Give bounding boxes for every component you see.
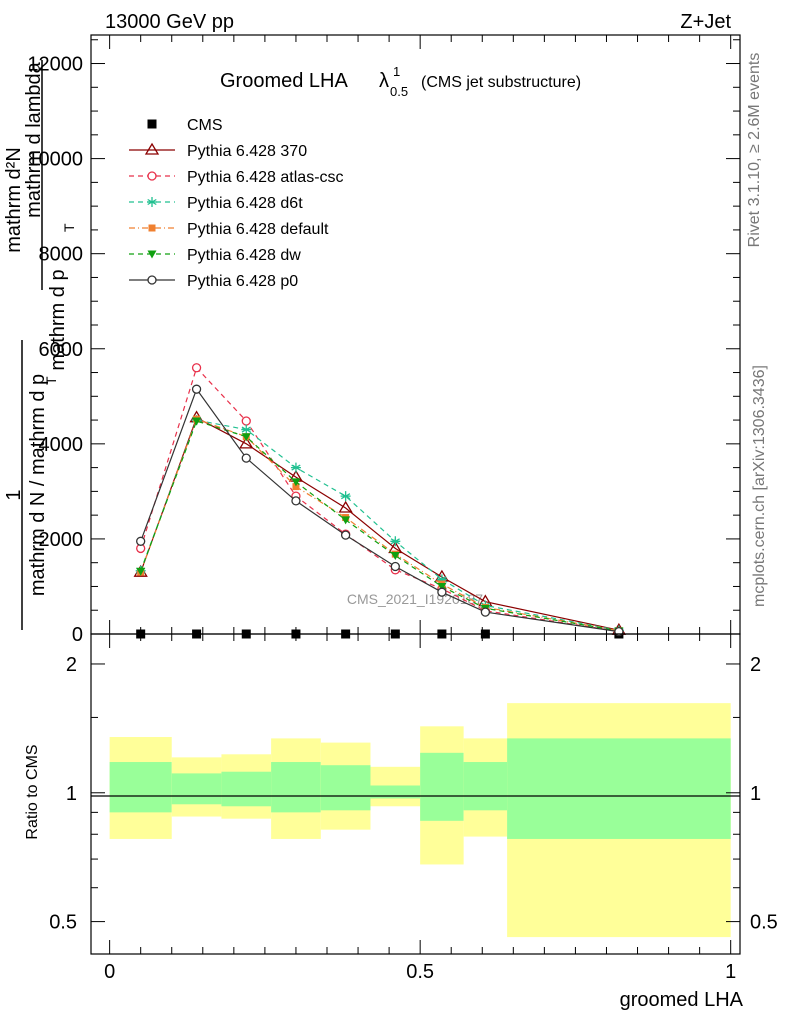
ratio-stat-band [507, 738, 731, 839]
data-point [290, 462, 301, 473]
ylabel-numerator: mathrm d²N [3, 147, 25, 253]
data-point [437, 582, 447, 591]
ratio-stat-band [420, 752, 464, 821]
data-point [338, 500, 353, 513]
data-point [191, 384, 202, 394]
data-point [437, 587, 447, 597]
title-superscript: 1 [393, 64, 400, 79]
ratio-ytick-label-right: 0.5 [750, 912, 778, 934]
xtick-label: 1 [725, 961, 736, 983]
ylabel-denominator: mathrm d p [47, 269, 69, 370]
data-point [136, 536, 146, 546]
xtick-label: 0.5 [406, 961, 434, 983]
xtick-label: 0 [104, 961, 115, 983]
legend-marker [144, 142, 160, 155]
data-point [390, 552, 400, 561]
ylabel-denominator-lambda: mathrm d lambda [23, 61, 45, 217]
data-point [390, 536, 401, 547]
main-ylabel: mathrm d²N mathrm d p T mathrm d lambda … [3, 60, 77, 630]
data-point [239, 436, 254, 449]
ratio-stat-band [463, 762, 508, 811]
title-subscript: 0.5 [390, 84, 408, 99]
mcplots-label: mcplots.cern.ch [arXiv:1306.3436] [751, 365, 768, 607]
data-point [341, 516, 351, 525]
legend-marker [147, 250, 157, 259]
legend-label: Pythia 6.428 dw [187, 247, 301, 264]
xlabel: groomed LHA [620, 989, 744, 1011]
ratio-stat-band [171, 773, 222, 805]
data-point [340, 491, 351, 502]
data-point [292, 483, 300, 491]
ylabel-prefactor-den: mathrm d N / mathrm d p [27, 374, 49, 596]
data-point [480, 607, 491, 617]
data-point [241, 424, 252, 435]
data-point [291, 496, 301, 506]
ratio-stat-band [109, 762, 172, 813]
ratio-stat-band [320, 765, 371, 811]
legend-label: Pythia 6.428 atlas-csc [187, 169, 344, 186]
main-ytick-label: 4000 [39, 434, 84, 456]
ylabel-prefactor-sub: T [43, 376, 59, 385]
data-point [241, 433, 251, 442]
legend-label: Pythia 6.428 p0 [187, 273, 298, 290]
ratio-frame [90, 633, 741, 955]
legend: CMS Pythia 6.428 370 Pythia 6.428 atlas-cs… [129, 117, 344, 290]
main-title: Groomed LHA λ 1 0.5 (CMS jet substructur… [220, 64, 581, 99]
main-ytick-label: 6000 [39, 339, 84, 361]
data-point [291, 478, 301, 487]
legend-marker [147, 197, 157, 207]
data-point [436, 574, 447, 585]
ratio-ticks: 0.5 0.5 1 1 2 2 0 0.5 1 [49, 634, 778, 983]
ratio-ytick-label: 2 [66, 654, 77, 676]
ratio-stat-band [370, 785, 421, 799]
main-series [133, 363, 627, 639]
data-point [136, 567, 146, 576]
main-ytick-label: 10000 [27, 149, 83, 171]
title-subtitle: (CMS jet substructure) [421, 74, 581, 91]
beam-label: 13000 GeV pp [105, 11, 234, 33]
main-ytick-label: 8000 [39, 244, 84, 266]
legend-label: Pythia 6.428 370 [187, 143, 307, 160]
ratio-ytick-label-right: 2 [750, 654, 761, 676]
legend-marker [147, 119, 157, 129]
ratio-bands [109, 703, 731, 938]
legend-label: Pythia 6.428 default [187, 221, 329, 238]
ratio-stat-band [221, 771, 272, 807]
main-ytick-label: 0 [72, 624, 83, 646]
data-point [340, 530, 351, 540]
legend-marker [147, 171, 157, 181]
rivet-label: Rivet 3.1.10, ≥ 2.6M events [746, 53, 763, 248]
legend-marker [147, 275, 157, 285]
data-point [192, 417, 202, 426]
title-text: Groomed LHA [220, 70, 348, 92]
ylabel-subscript: T [61, 223, 77, 232]
series-line [140, 418, 620, 632]
main-ytick-label: 2000 [39, 529, 84, 551]
ylabel-prefactor-num: 1 [3, 489, 25, 500]
legend-marker [148, 224, 156, 232]
ratio-ytick-label-right: 1 [750, 783, 761, 805]
ratio-stat-band [271, 762, 321, 813]
data-point [191, 363, 202, 373]
title-lambda: λ [379, 70, 389, 92]
ratio-ytick-label: 0.5 [49, 912, 77, 934]
main-ticks: 0 2000 4000 6000 8000 10000 12000 [27, 35, 740, 646]
series-6 [136, 384, 624, 637]
legend-label: Pythia 6.428 d6t [187, 195, 303, 212]
series-line [140, 416, 620, 631]
legend-label: CMS [187, 117, 223, 134]
main-ytick-label: 12000 [27, 54, 83, 76]
process-label: Z+Jet [680, 11, 731, 33]
ratio-ytick-label: 1 [66, 783, 77, 805]
series-5 [136, 417, 624, 636]
ratio-ylabel: Ratio to CMS [24, 744, 41, 839]
data-point [390, 561, 400, 572]
data-point [241, 453, 251, 463]
data-point [241, 416, 251, 426]
